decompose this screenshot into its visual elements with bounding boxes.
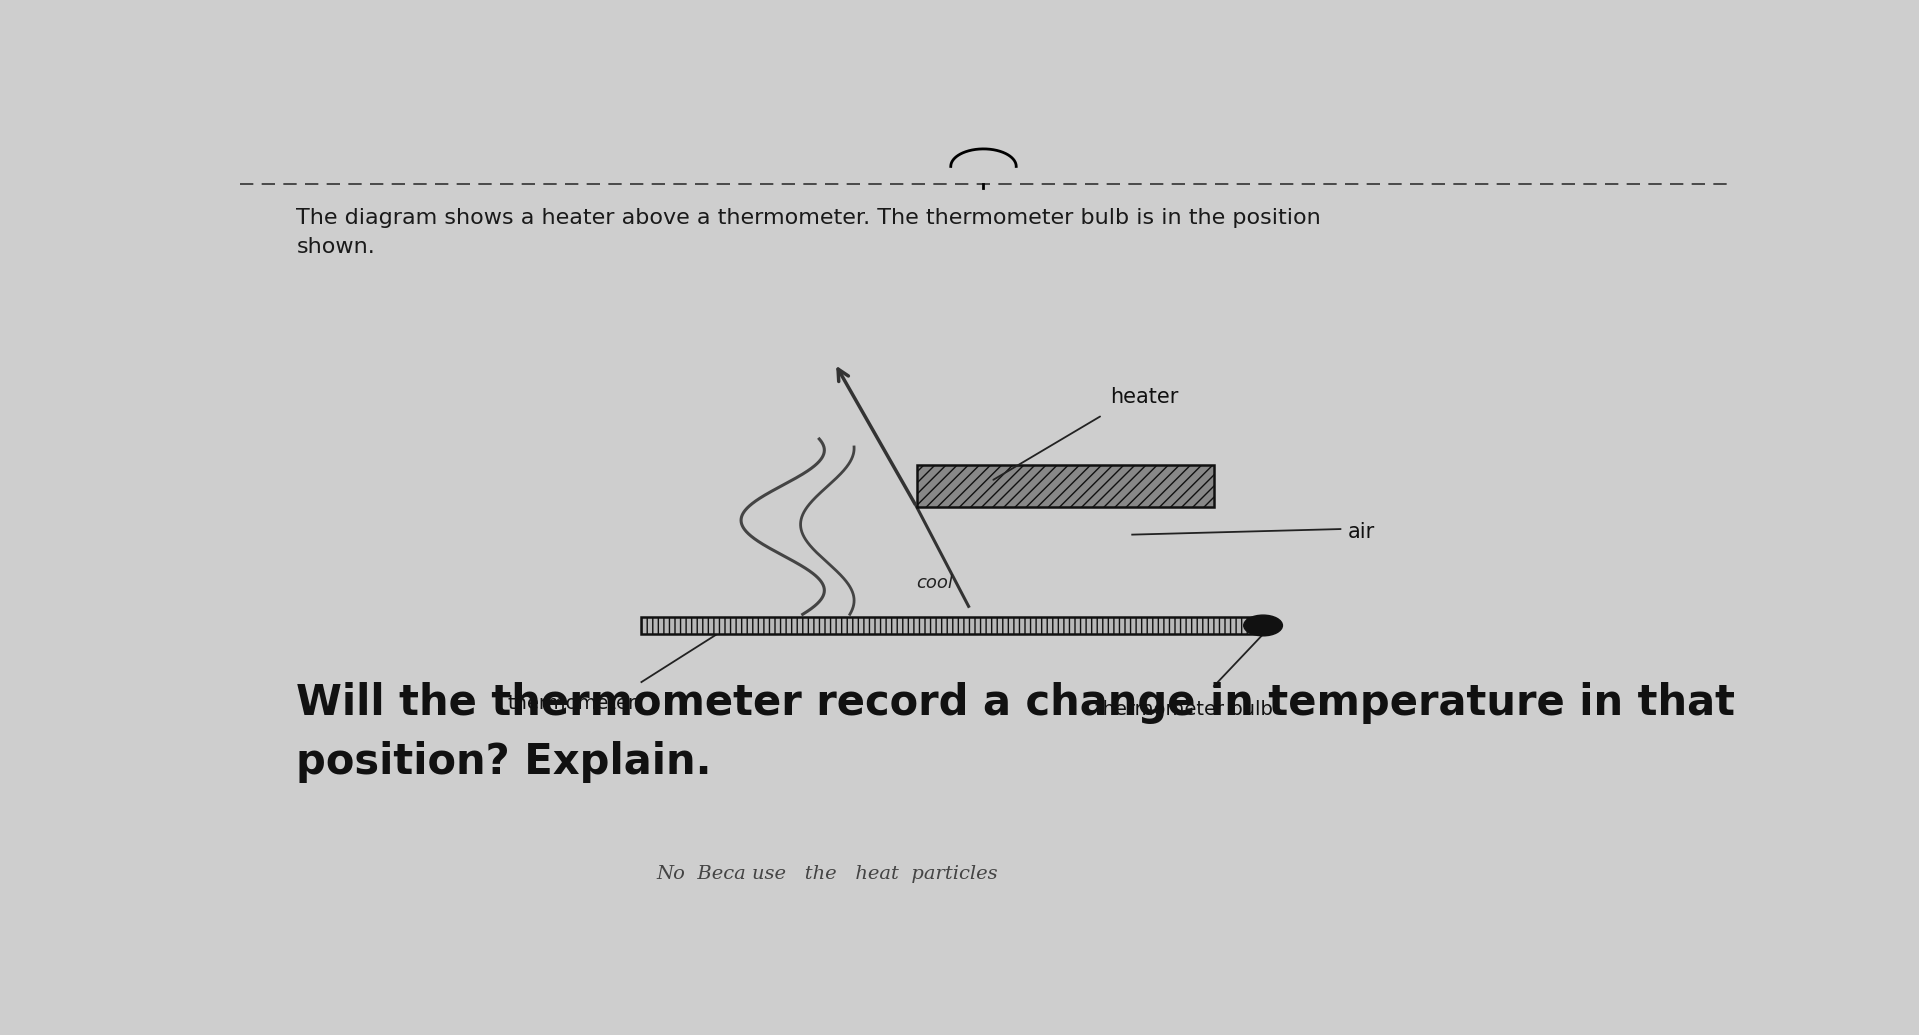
- Text: air: air: [1347, 523, 1376, 542]
- Text: Will the thermometer record a change in temperature in that
position? Explain.: Will the thermometer record a change in …: [296, 682, 1735, 782]
- Bar: [641, 617, 1267, 634]
- Text: heater: heater: [1109, 387, 1178, 407]
- Text: thermometer: thermometer: [507, 694, 637, 713]
- Bar: [917, 466, 1215, 507]
- Circle shape: [1244, 615, 1282, 635]
- Text: The diagram shows a heater above a thermometer. The thermometer bulb is in the p: The diagram shows a heater above a therm…: [296, 208, 1320, 258]
- Text: No  Beca use   the   heat  particles: No Beca use the heat particles: [656, 865, 998, 883]
- Text: cool: cool: [917, 574, 954, 592]
- Text: thermometer bulb: thermometer bulb: [1096, 700, 1272, 718]
